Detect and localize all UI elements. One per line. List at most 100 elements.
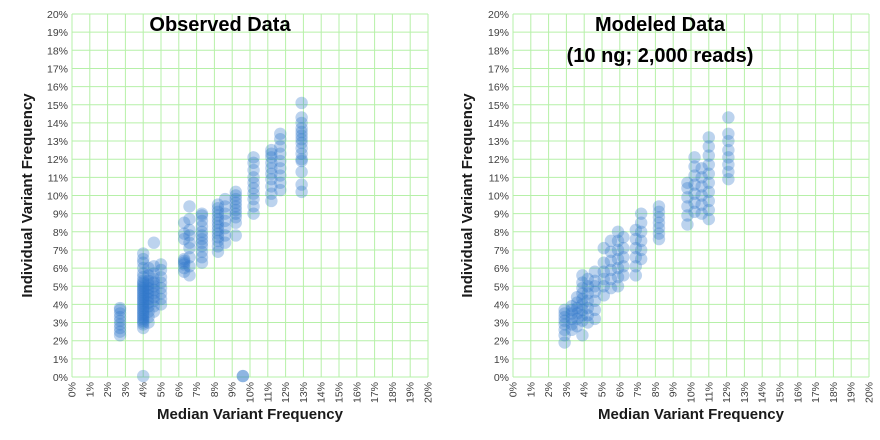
data-point (229, 203, 242, 217)
chart-observed: 0% 1% 2% 3% 4% 5% 6% 7% 8% 9% 10% 11% 12% 13% 14% 15% 16… (19, 9, 435, 423)
data-point (247, 187, 260, 200)
data-point (634, 207, 648, 220)
data-point (274, 154, 287, 168)
data-point (137, 292, 150, 306)
data-point (695, 162, 708, 175)
y-tick-label: 2% (494, 336, 509, 348)
data-point (576, 303, 589, 317)
data-point (142, 305, 155, 318)
chart-title: Observed Data (149, 14, 291, 36)
data-point (688, 196, 701, 209)
x-tick-label: 1% (525, 382, 537, 397)
data-point (229, 229, 242, 242)
data-point (229, 207, 242, 220)
y-tick-label: 6% (494, 263, 509, 275)
data-point (558, 314, 571, 327)
y-tick-label: 14% (47, 118, 68, 130)
data-point (147, 267, 161, 280)
data-point (652, 216, 666, 229)
data-point (597, 289, 610, 302)
data-point (137, 301, 150, 315)
chart-modeled: 0% 1% 2% 3% 4% 5% 6% 7% 8% 9% 10% 11% 12% 13% 14% 15% 16… (459, 9, 876, 423)
x-tick-label: 18% (387, 382, 399, 403)
x-tick-label: 3% (561, 382, 573, 397)
y-tick-label: 15% (488, 100, 509, 112)
data-point (177, 261, 191, 275)
data-point (137, 261, 150, 275)
data-point (137, 247, 150, 260)
data-point (576, 276, 589, 289)
data-point (137, 318, 150, 331)
y-tick-label: 17% (47, 63, 68, 75)
data-point (265, 167, 278, 180)
data-point (142, 289, 155, 302)
y-tick-label: 8% (53, 227, 68, 239)
y-axis-label: Individual Variant Frequency (459, 93, 476, 298)
data-point (247, 182, 260, 195)
data-point (295, 111, 308, 124)
data-point (195, 245, 209, 258)
x-tick-label: 17% (369, 382, 381, 403)
data-point (147, 300, 161, 313)
data-point (229, 200, 242, 213)
data-point (137, 276, 150, 289)
data-point (702, 140, 715, 153)
data-point (295, 122, 308, 135)
data-point (247, 176, 260, 189)
data-point (722, 151, 735, 164)
x-tick-label: 13% (739, 382, 751, 403)
data-point (274, 133, 287, 146)
x-axis-label: Median Variant Frequency (157, 406, 344, 423)
data-point (177, 254, 191, 268)
data-point (137, 316, 150, 329)
y-tick-label: 8% (494, 227, 509, 239)
data-point (177, 227, 191, 240)
data-point (177, 232, 191, 246)
data-point (183, 212, 196, 226)
data-point (565, 312, 578, 326)
data-point (137, 314, 150, 327)
data-point (295, 154, 308, 168)
data-point (211, 198, 225, 211)
y-tick-label: 5% (494, 281, 509, 293)
data-point (137, 283, 150, 297)
data-point (570, 307, 584, 320)
data-point (295, 96, 308, 110)
data-point (147, 276, 161, 289)
data-point (142, 261, 155, 275)
data-point (247, 163, 260, 177)
data-point (722, 172, 735, 186)
data-point (236, 369, 250, 383)
data-point (147, 290, 161, 304)
data-point (617, 251, 630, 264)
data-point (722, 134, 735, 148)
y-tick-label: 19% (47, 27, 68, 39)
data-point (142, 316, 155, 329)
data-point (195, 236, 209, 249)
data-point (137, 321, 150, 335)
data-point (695, 171, 708, 184)
data-point (147, 236, 161, 249)
data-point (137, 307, 150, 320)
data-point (211, 234, 225, 248)
data-point (581, 301, 594, 315)
data-point (652, 200, 666, 213)
data-point (558, 323, 571, 337)
data-point (229, 189, 242, 202)
data-point (588, 285, 602, 298)
x-tick-label: 14% (316, 382, 328, 403)
x-tick-label: 2% (102, 382, 114, 397)
data-point (295, 178, 308, 191)
data-point (229, 196, 242, 209)
data-point (570, 312, 584, 326)
data-point (137, 289, 150, 302)
data-point (211, 212, 225, 226)
data-point (265, 180, 278, 193)
data-point (688, 169, 701, 182)
data-point (295, 142, 308, 155)
y-tick-label: 1% (494, 354, 509, 366)
data-point (137, 287, 150, 300)
data-point (147, 283, 161, 297)
y-tick-label: 5% (53, 281, 68, 293)
